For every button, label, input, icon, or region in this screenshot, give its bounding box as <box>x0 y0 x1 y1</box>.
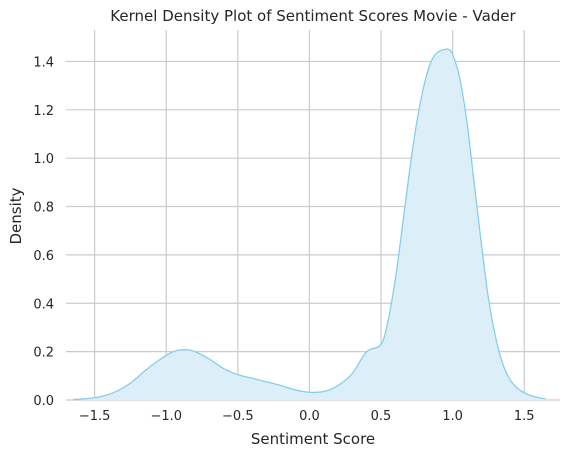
x-tick-label: −1.5 <box>79 409 111 424</box>
x-tick-label: 1.5 <box>514 409 535 424</box>
y-axis-ticks: 0.0 0.2 0.4 0.6 0.8 1.0 1.2 1.4 <box>33 55 54 409</box>
y-tick-label: 1.4 <box>33 55 54 70</box>
y-tick-label: 0.2 <box>33 346 54 361</box>
y-axis-label: Density <box>7 187 25 244</box>
x-tick-label: 0.5 <box>371 409 392 424</box>
x-axis-ticks: −1.5 −1.0 −0.5 0.0 0.5 1.0 1.5 <box>79 409 535 424</box>
x-axis-label: Sentiment Score <box>251 430 375 448</box>
chart-title: Kernel Density Plot of Sentiment Scores … <box>110 7 516 25</box>
x-tick-label: −1.0 <box>150 409 182 424</box>
y-tick-label: 0.4 <box>33 297 54 312</box>
y-tick-label: 1.0 <box>33 152 54 167</box>
y-tick-label: 1.2 <box>33 104 54 119</box>
y-tick-label: 0.8 <box>33 201 54 216</box>
x-tick-label: −0.5 <box>222 409 254 424</box>
kde-curve-line <box>73 48 546 401</box>
kde-area-fill <box>73 48 546 400</box>
y-tick-label: 0.0 <box>33 394 54 409</box>
x-tick-label: 0.0 <box>299 409 320 424</box>
x-tick-label: 1.0 <box>442 409 463 424</box>
y-tick-label: 0.6 <box>33 249 54 264</box>
